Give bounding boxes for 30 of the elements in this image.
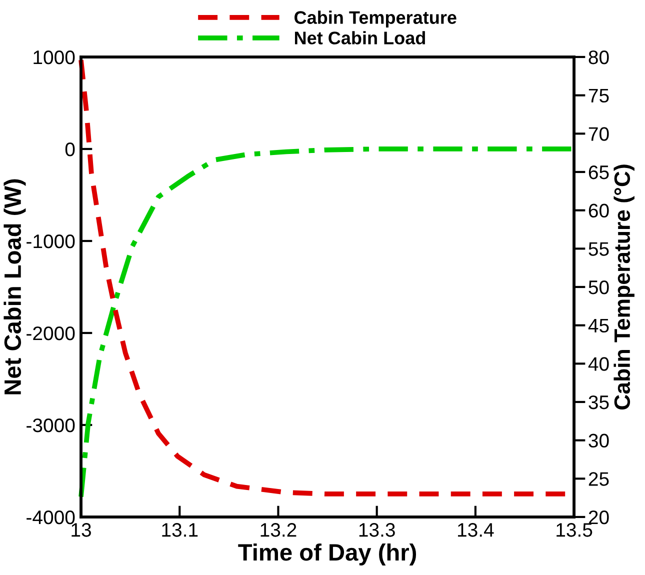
y2-tick-label: 70: [588, 127, 609, 141]
y2-tick-label: 50: [588, 280, 609, 294]
y-tick-label: 1000: [34, 50, 75, 64]
x-tick-label: 13.2: [260, 523, 296, 537]
y2-tick-label: 40: [588, 357, 609, 371]
y2-tick-label: 55: [588, 242, 609, 256]
x-tick-label: 13.3: [359, 523, 395, 537]
y-tick-label: -4000: [26, 510, 75, 524]
y2-tick-label: 35: [588, 395, 609, 410]
y2-tick-label: 75: [588, 88, 609, 103]
x-axis-title: Time of Day (hr): [238, 543, 416, 566]
y2-tick-label: 65: [588, 165, 609, 180]
y-tick-label: 0: [65, 142, 75, 156]
x-tick-label: 13: [72, 523, 91, 537]
y2-tick-label: 45: [588, 318, 609, 333]
y2-tick-label: 60: [588, 204, 609, 218]
x-tick-label: 13.1: [162, 523, 198, 537]
y-axis-title: Net Cabin Load (W): [4, 179, 26, 394]
y2-axis-title: Cabin Temperature (°C): [614, 164, 634, 410]
x-tick-label: 13.4: [458, 523, 494, 537]
legend-label: Net Cabin Load: [294, 31, 425, 44]
y-tick-label: -3000: [26, 418, 75, 432]
y-tick-label: -2000: [26, 326, 75, 340]
y2-tick-label: 20: [588, 510, 609, 524]
y2-tick-label: 25: [588, 472, 609, 486]
legend-label: Cabin Temperature: [294, 10, 456, 28]
x-tick-label: 13.5: [556, 523, 592, 537]
y2-tick-label: 80: [588, 50, 609, 64]
y-tick-label: -1000: [26, 234, 75, 248]
y2-tick-label: 30: [588, 434, 609, 448]
